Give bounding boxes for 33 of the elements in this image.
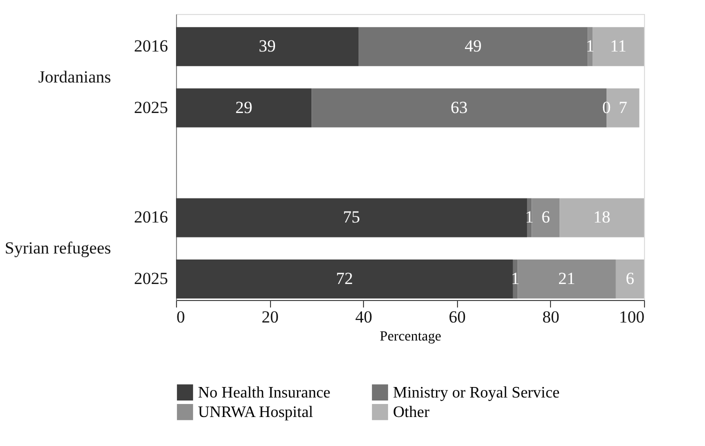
x-tick-label: 40 (355, 308, 372, 326)
data-label: 11 (610, 36, 626, 56)
y-tick-label: 2025 (134, 269, 168, 288)
data-label: 1 (586, 36, 594, 56)
data-label: 29 (235, 98, 252, 117)
data-label: 1 (525, 208, 534, 227)
data-label: 72 (336, 269, 353, 288)
y-tick-label: 2016 (134, 36, 168, 56)
data-label: 6 (541, 208, 550, 227)
data-label: 21 (558, 269, 576, 288)
data-label: 39 (258, 36, 276, 56)
legend-label: UNRWA Hospital (198, 404, 314, 421)
x-tick-label: 60 (448, 308, 466, 326)
legend-label: Ministry or Royal Service (393, 384, 560, 402)
data-label: 1 (511, 269, 520, 288)
x-tick-label: 80 (542, 308, 560, 326)
data-label: 75 (343, 208, 360, 227)
text: Syrian refugees (4, 238, 111, 258)
data-label: 7 (618, 98, 628, 117)
legend-label: No Health Insurance (198, 384, 330, 402)
legend-label: Other (393, 404, 430, 421)
y-tick-label: 2016 (134, 208, 168, 227)
x-tick-label: 100 (619, 308, 644, 326)
text: Jordanians (38, 67, 111, 86)
x-tick-label: 20 (262, 308, 279, 326)
data-label: 0 (602, 98, 611, 117)
x-tick-label: 0 (176, 308, 185, 326)
y-tick-label: 2025 (134, 98, 168, 117)
data-label: 18 (593, 208, 610, 227)
x-axis-title: Percentage (380, 330, 442, 344)
data-label: 49 (464, 36, 482, 56)
data-label: 63 (450, 98, 468, 117)
data-label: 6 (626, 269, 634, 288)
